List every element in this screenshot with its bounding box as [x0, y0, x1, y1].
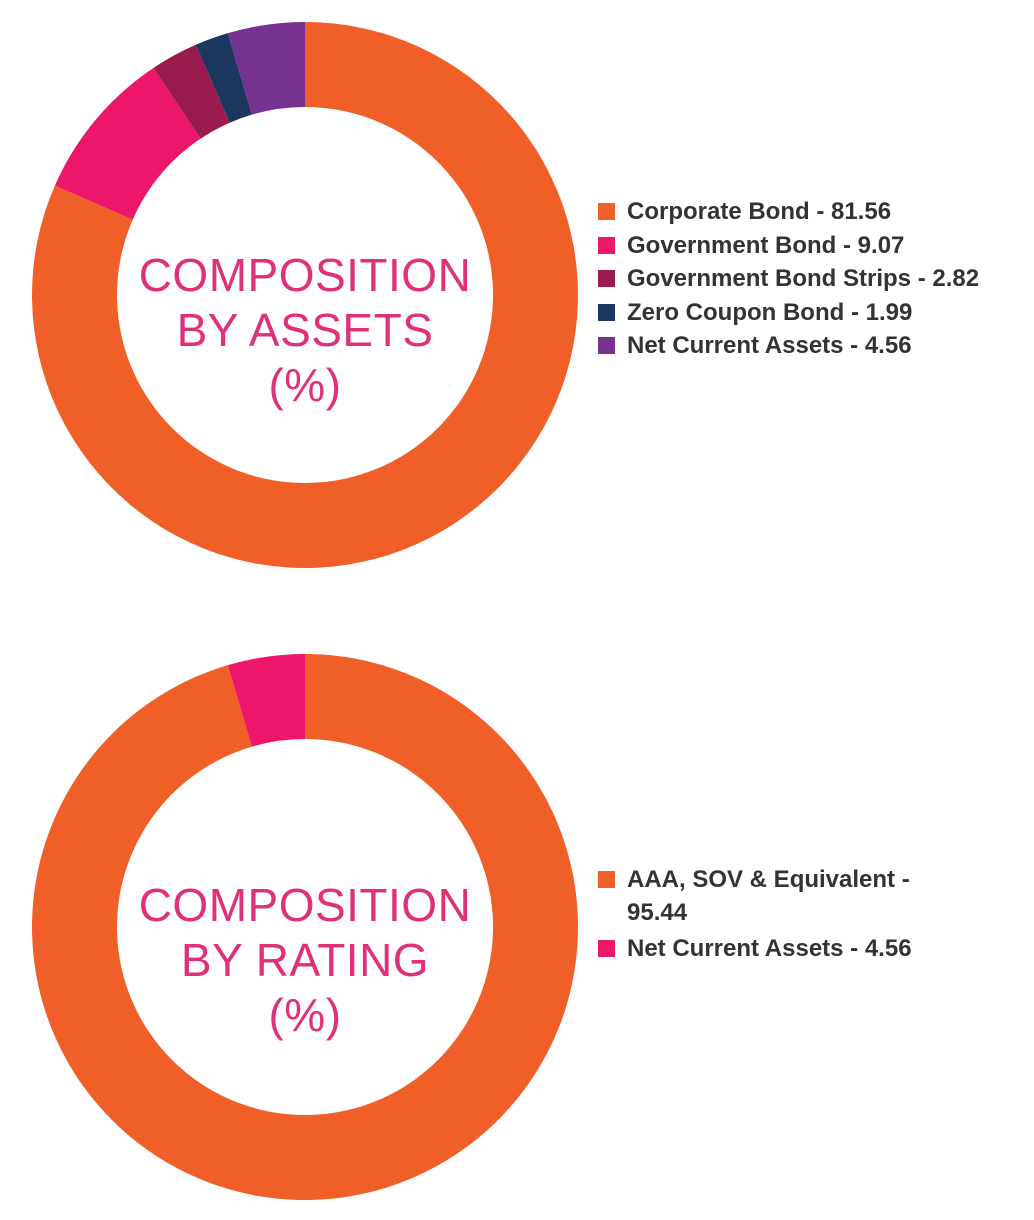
legend-label-rating-net-current-assets: Net Current Assets - 4.56: [627, 935, 912, 962]
rating-slice-net-current-assets: [227, 654, 305, 747]
legend-label-corporate-bond: Corporate Bond - 81.56: [627, 198, 892, 225]
legend-item-net-current-assets: Net Current Assets - 4.56: [598, 332, 979, 366]
assets-slice-government-bond: [54, 67, 201, 220]
legend-item-government-bond-strips: Government Bond Strips - 2.82: [598, 265, 979, 299]
legend-label-net-current-assets: Net Current Assets - 4.56: [627, 332, 912, 359]
legend-item-corporate-bond: Corporate Bond - 81.56: [598, 198, 979, 232]
assets-center-label-line-3: (%): [268, 359, 342, 411]
rating-legend: AAA, SOV & Equivalent - 95.44 Net Curren…: [598, 863, 957, 969]
legend-label-government-bond: Government Bond - 9.07: [627, 231, 905, 259]
legend-item-aaa-sov-equivalent: AAA, SOV & Equivalent - 95.44: [598, 863, 957, 929]
assets-slice-government-bond-strips: [153, 44, 230, 139]
legend-swatch-government-bond: [598, 236, 615, 254]
assets-slice-net-current-assets: [227, 22, 305, 115]
legend-swatch-government-bond-strips: [598, 270, 615, 287]
assets-donut-svg: [31, 22, 578, 568]
legend-swatch-net-current-assets: [598, 337, 615, 354]
assets-donut-chart: COMPOSITION BY ASSETS (%) Corporate Bond…: [0, 0, 1034, 600]
rating-center-label-line-1: COMPOSITION: [138, 879, 472, 931]
assets-center-label-line-1: COMPOSITION: [138, 249, 472, 301]
assets-center-label: COMPOSITION BY ASSETS (%): [105, 248, 505, 413]
rating-donut-chart: COMPOSITION BY RATING (%) AAA, SOV & Equ…: [0, 620, 1034, 1220]
legend-swatch-corporate-bond: [598, 203, 615, 220]
legend-swatch-rating-net-current-assets: [598, 940, 615, 957]
legend-label-government-bond-strips: Government Bond Strips - 2.82: [627, 265, 980, 292]
legend-item-government-bond: Government Bond - 9.07: [598, 232, 979, 266]
rating-center-label: COMPOSITION BY RATING (%): [105, 878, 505, 1043]
legend-label-aaa-sov-equivalent: AAA, SOV & Equivalent - 95.44: [627, 866, 910, 926]
legend-item-zero-coupon-bond: Zero Coupon Bond - 1.99: [598, 299, 979, 333]
legend-label-zero-coupon-bond: Zero Coupon Bond - 1.99: [627, 298, 913, 326]
assets-center-label-line-2: BY ASSETS: [176, 304, 434, 356]
legend-item-rating-net-current-assets: Net Current Assets - 4.56: [598, 935, 957, 969]
rating-center-label-line-2: BY RATING: [180, 934, 430, 986]
assets-slice-zero-coupon-bond: [195, 33, 252, 123]
legend-swatch-aaa-sov-equivalent: [598, 871, 615, 888]
legend-swatch-zero-coupon-bond: [598, 303, 615, 321]
assets-slice-corporate-bond: [31, 22, 578, 568]
rating-center-label-line-3: (%): [268, 989, 342, 1041]
rating-slice-aaa-sov-equivalent: [32, 654, 579, 1200]
assets-legend: Corporate Bond - 81.56 Government Bond -…: [598, 198, 979, 366]
rating-donut-svg: [32, 654, 579, 1200]
